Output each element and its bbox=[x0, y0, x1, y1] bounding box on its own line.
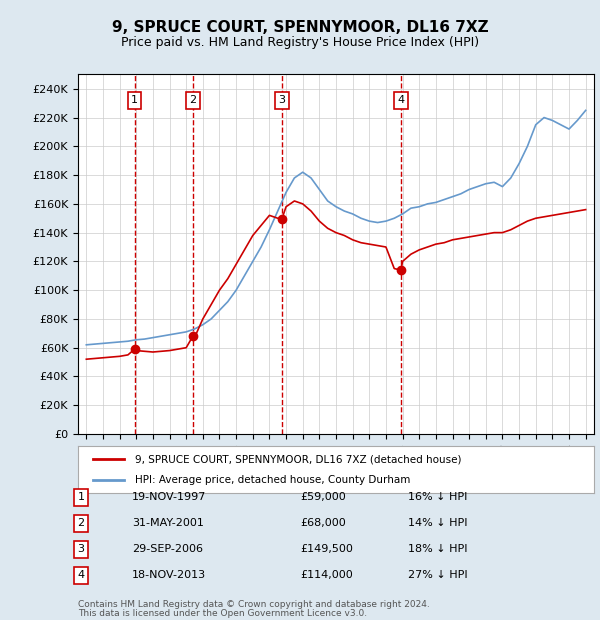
Text: Contains HM Land Registry data © Crown copyright and database right 2024.: Contains HM Land Registry data © Crown c… bbox=[78, 600, 430, 609]
Text: 31-MAY-2001: 31-MAY-2001 bbox=[132, 518, 204, 528]
Text: 2: 2 bbox=[189, 95, 196, 105]
Text: 4: 4 bbox=[77, 570, 85, 580]
Text: £149,500: £149,500 bbox=[300, 544, 353, 554]
Text: 29-SEP-2006: 29-SEP-2006 bbox=[132, 544, 203, 554]
Text: 18-NOV-2013: 18-NOV-2013 bbox=[132, 570, 206, 580]
Text: 19-NOV-1997: 19-NOV-1997 bbox=[132, 492, 206, 502]
Text: Price paid vs. HM Land Registry's House Price Index (HPI): Price paid vs. HM Land Registry's House … bbox=[121, 36, 479, 48]
Text: 14% ↓ HPI: 14% ↓ HPI bbox=[408, 518, 467, 528]
Text: 4: 4 bbox=[397, 95, 404, 105]
Text: 3: 3 bbox=[77, 544, 85, 554]
Text: HPI: Average price, detached house, County Durham: HPI: Average price, detached house, Coun… bbox=[135, 475, 410, 485]
Text: 1: 1 bbox=[131, 95, 138, 105]
Text: 16% ↓ HPI: 16% ↓ HPI bbox=[408, 492, 467, 502]
Text: 9, SPRUCE COURT, SPENNYMOOR, DL16 7XZ: 9, SPRUCE COURT, SPENNYMOOR, DL16 7XZ bbox=[112, 20, 488, 35]
Text: 1: 1 bbox=[77, 492, 85, 502]
Text: 2: 2 bbox=[77, 518, 85, 528]
Text: 3: 3 bbox=[278, 95, 286, 105]
Text: £59,000: £59,000 bbox=[300, 492, 346, 502]
Text: 27% ↓ HPI: 27% ↓ HPI bbox=[408, 570, 467, 580]
Text: £114,000: £114,000 bbox=[300, 570, 353, 580]
Text: 9, SPRUCE COURT, SPENNYMOOR, DL16 7XZ (detached house): 9, SPRUCE COURT, SPENNYMOOR, DL16 7XZ (d… bbox=[135, 454, 461, 464]
Text: This data is licensed under the Open Government Licence v3.0.: This data is licensed under the Open Gov… bbox=[78, 609, 367, 618]
Text: 18% ↓ HPI: 18% ↓ HPI bbox=[408, 544, 467, 554]
Text: £68,000: £68,000 bbox=[300, 518, 346, 528]
